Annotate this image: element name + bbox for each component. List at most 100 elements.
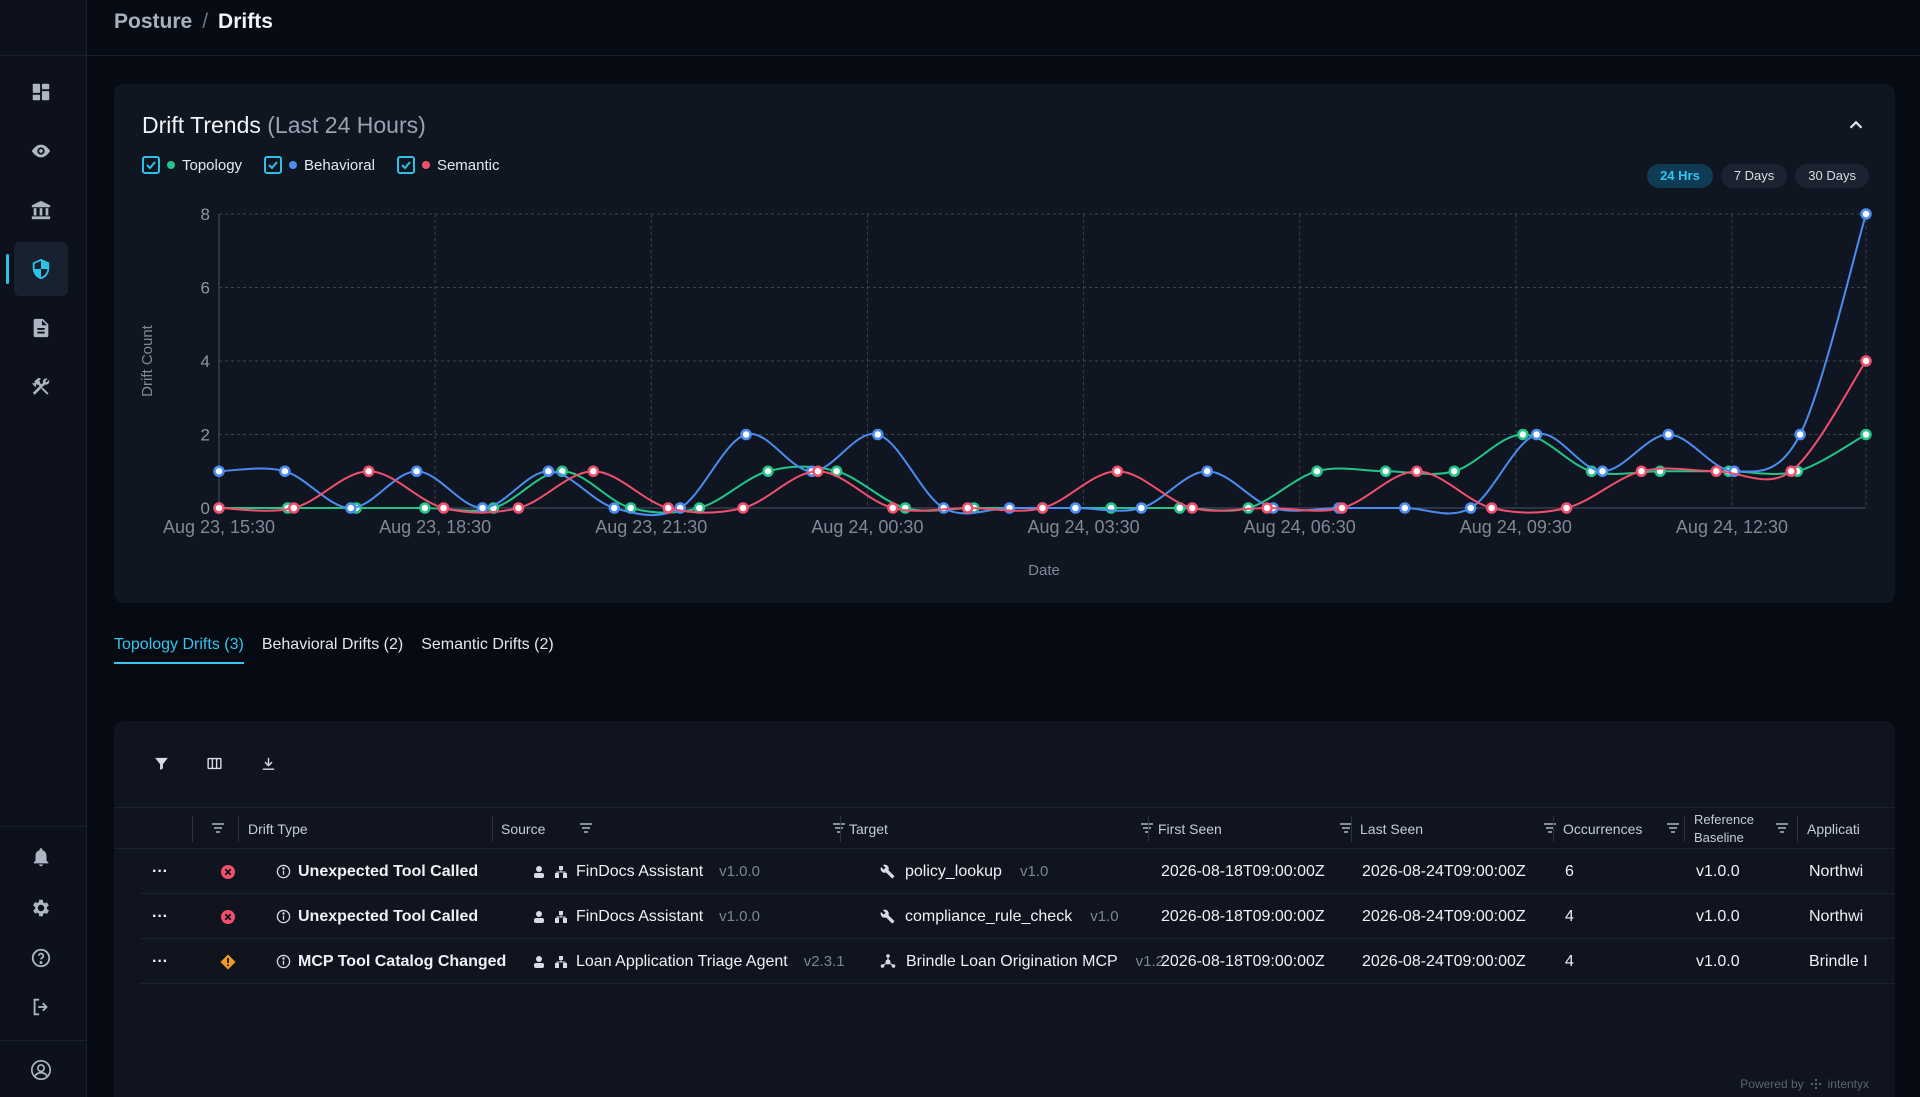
source-col-header[interactable]: Source [501,808,851,850]
breadcrumb-posture[interactable]: Posture [114,10,193,33]
filter-lines-icon[interactable] [578,820,594,836]
target-cell[interactable]: compliance_rule_check v1.0 [880,894,1119,939]
source-name: Loan Application Triage Agent [576,952,788,970]
filter-button[interactable] [150,752,172,774]
chart-subtitle: (Last 24 Hours) [267,112,426,138]
range-30d-button[interactable]: 30 Days [1795,164,1869,188]
nav-dashboard[interactable] [14,65,68,119]
filter-lines-icon[interactable] [1774,820,1790,836]
target-col-header[interactable]: Target [849,808,1154,850]
chevron-up-icon [1849,120,1863,129]
data-point-semantic [213,502,225,514]
agent-icon [534,865,544,878]
drift-type-col-header[interactable]: Drift Type [248,808,598,850]
drift-type-cell[interactable]: Unexpected Tool Called [276,894,478,939]
nav-logout[interactable] [14,980,68,1034]
last-seen-cell: 2026-08-24T09:00:00Z [1362,952,1526,970]
nav-reports[interactable] [14,301,68,355]
series-line-behavioral [218,213,1867,517]
x-tick-label: Aug 23, 18:30 [379,517,491,537]
x-tick-label: Aug 24, 06:30 [1244,517,1356,537]
filter-lines-icon[interactable] [210,820,226,836]
data-point-behavioral [740,428,752,441]
row-menu-button[interactable]: ··· [152,862,168,880]
row-menu-button[interactable]: ··· [152,907,168,925]
table-header: Drift Type Source Target First Seen Last… [114,807,1895,849]
legend-label: Topology [182,156,243,174]
gear-icon [33,899,49,917]
target-cell[interactable]: policy_lookup v1.0 [880,849,1048,894]
nav-observability[interactable] [14,124,68,178]
col-label: Source [501,821,546,837]
filter-lines-icon[interactable] [1338,820,1354,836]
application-cell: Northwi [1809,907,1864,925]
data-point-behavioral [1201,465,1213,477]
legend-semantic[interactable]: Semantic [396,156,499,174]
table-row[interactable]: ··· Unexpected Tool Called FinDocs Assista… [140,894,1895,939]
target-name: policy_lookup [905,862,1002,880]
tab-topology-drifts[interactable]: Topology Drifts (3) [114,636,244,664]
legend-behavioral[interactable]: Behavioral [264,156,375,174]
semantic-checkbox[interactable] [396,156,415,174]
row-menu-button[interactable]: ··· [152,952,168,970]
filter-lines-icon[interactable] [1542,820,1558,836]
x-tick-label: Aug 24, 09:30 [1460,517,1572,537]
filter-lines-icon[interactable] [1139,820,1155,836]
source-cell[interactable]: FinDocs Assistant v1.0.0 [532,894,760,939]
last-seen-col-header[interactable]: Last Seen [1360,808,1560,850]
col-label: Applicati [1807,821,1860,837]
data-point-semantic [1860,355,1872,367]
data-point-topology [1517,428,1529,441]
behavioral-checkbox[interactable] [264,156,283,174]
data-point-behavioral [937,502,950,514]
columns-button[interactable] [203,752,225,774]
filter-lines-icon[interactable] [831,820,847,836]
data-point-behavioral [476,502,489,514]
collapse-button[interactable] [1845,114,1867,136]
data-point-behavioral [1794,428,1806,441]
check-icon [146,161,156,170]
nav-notifications[interactable] [14,830,68,884]
severity-indicator [220,849,236,894]
user-avatar[interactable] [14,1043,68,1097]
occurrences-col-header[interactable]: Occurrences [1563,808,1679,850]
range-7d-button[interactable]: 7 Days [1720,164,1788,188]
dashboard-icon [32,83,50,101]
error-icon [221,909,235,924]
data-point-behavioral [872,428,884,441]
table-row[interactable]: ··· Unexpected Tool Called FinDocs Assista… [140,849,1895,894]
nav-governance[interactable] [14,183,68,237]
download-button[interactable] [257,752,279,774]
source-cell[interactable]: Loan Application Triage Agent v2.3.1 [532,939,845,984]
nav-help[interactable] [14,931,68,985]
drift-type-cell[interactable]: Unexpected Tool Called [276,849,478,894]
filter-lines-icon[interactable] [1665,820,1681,836]
table-row[interactable]: ··· MCP Tool Catalog Changed Loan Applicat… [140,939,1895,984]
error-icon [221,864,235,879]
legend-topology[interactable]: Topology [142,156,242,174]
drift-type-cell[interactable]: MCP Tool Catalog Changed [276,939,506,984]
x-tick-label: Aug 23, 21:30 [595,517,707,537]
target-cell[interactable]: Brindle Loan Origination MCP v1.2 [880,939,1164,984]
baseline-cell: v1.0.0 [1696,952,1740,970]
data-point-behavioral [1530,428,1543,441]
sidebar [0,0,87,1097]
range-24h-button[interactable]: 24 Hrs [1647,164,1713,188]
application-col-header[interactable]: Applicati [1807,808,1860,850]
nav-tools[interactable] [14,360,68,414]
topology-checkbox[interactable] [142,156,160,174]
eye-icon [31,144,51,158]
target-version: v1.2 [1135,953,1165,970]
tab-behavioral-drifts[interactable]: Behavioral Drifts (2) [261,636,404,653]
agent-icon [534,955,544,968]
drifts-table-card: Drift Type Source Target First Seen Last… [114,721,1895,1097]
reference-baseline-col-header[interactable]: Reference Baseline [1694,808,1788,850]
nav-settings[interactable] [14,881,68,935]
source-version: v2.3.1 [803,953,845,970]
source-cell[interactable]: FinDocs Assistant v1.0.0 [532,849,760,894]
tab-semantic-drifts[interactable]: Semantic Drifts (2) [421,636,554,653]
first-seen-col-header[interactable]: First Seen [1158,808,1358,850]
nav-posture[interactable] [6,242,68,296]
breadcrumb-separator: / [202,10,209,33]
y-axis-title: Drift Count [139,324,156,397]
